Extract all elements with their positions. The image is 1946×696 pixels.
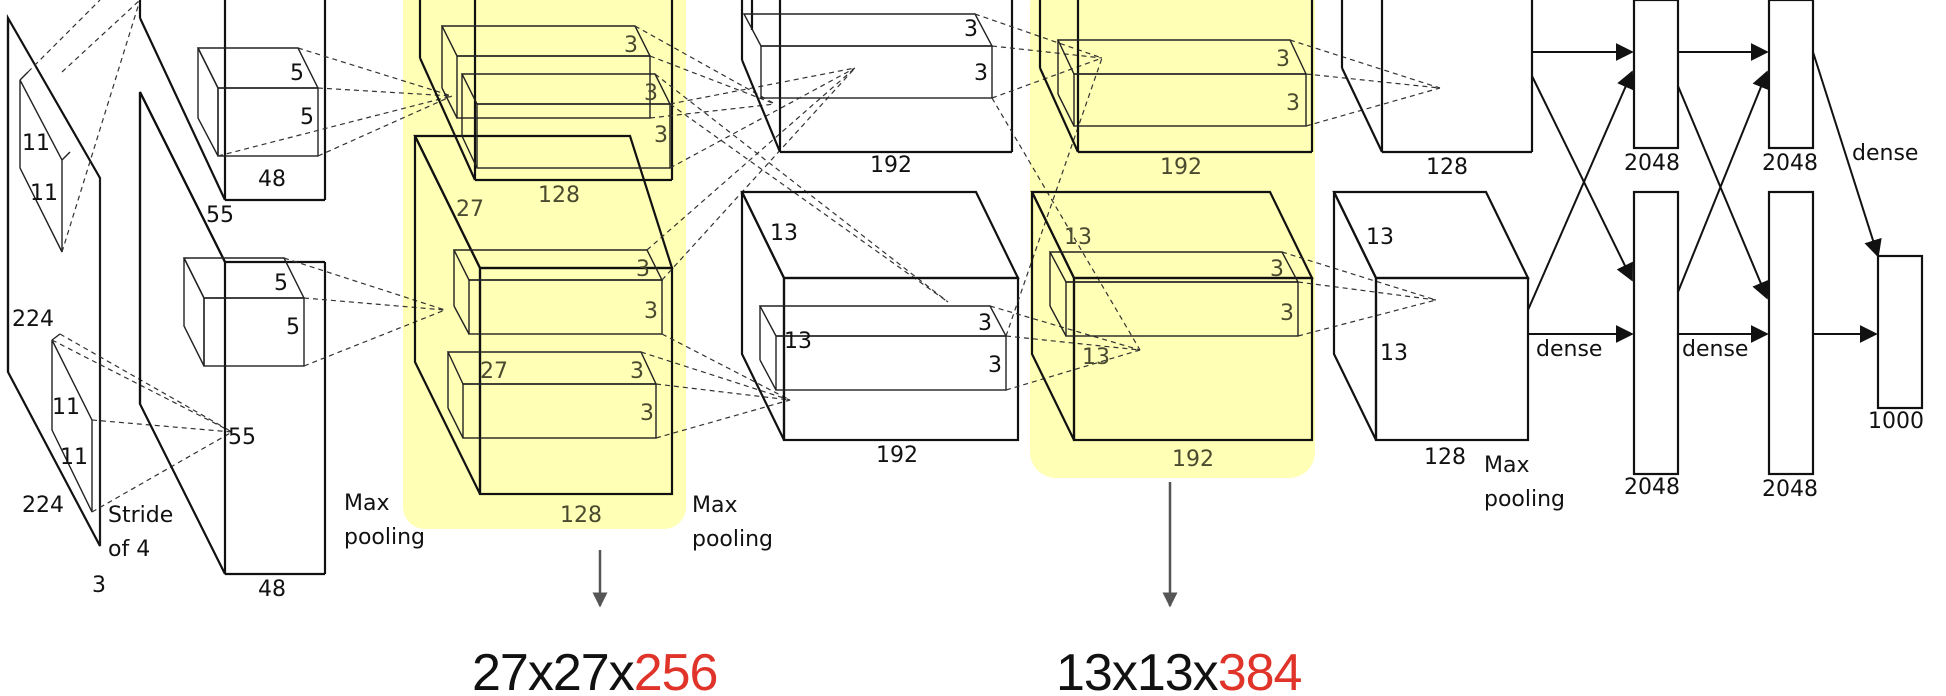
caption-right: 13x13x384 [1056,644,1302,696]
fc-layers [1632,0,1924,476]
label-k3-f: 3 [630,359,644,384]
label-dense-1: dense [1536,337,1602,362]
label-conv3-side: 13 [770,221,798,246]
label-conv3-depth-top: 192 [870,153,912,178]
label-pool1-line1: Max [344,491,389,516]
label-conv3-k-top-a: 3 [964,17,978,42]
label-k3-d: 3 [636,257,650,282]
conv1-projections [217,47,453,367]
conv5-volume [1332,0,1534,442]
label-fc6-top: 2048 [1624,151,1680,176]
label-conv3-k-bot-b: 3 [988,353,1002,378]
label-k2-top-w: 5 [300,105,314,130]
conv4-volume [1030,0,1314,442]
label-k2-bot-h: 5 [274,271,288,296]
label-conv5-side: 13 [1366,225,1394,250]
label-input-depth: 3 [92,573,106,598]
highlight-conv4 [1030,0,1315,478]
label-pool3-line2: pooling [1484,487,1565,512]
label-fc6-bottom: 2048 [1624,475,1680,500]
label-input-224-side: 224 [12,307,54,332]
label-k3-c: 3 [654,123,668,148]
conv2-volume [413,0,674,496]
conv4-projections [1281,39,1441,337]
label-conv4-k-top-a: 3 [1276,47,1290,72]
fc-arrows [1527,43,1882,343]
label-stride: Stride of 4 [108,503,180,562]
label-stride-line1: Stride [108,503,173,528]
label-pool1: Max pooling [344,491,425,550]
label-conv1-depth-bottom: 48 [258,577,286,602]
label-conv5-inner: 13 [1380,341,1408,366]
label-kernel1-w: 11 [30,181,58,206]
label-pool3: Max pooling [1484,453,1565,512]
label-conv3-inner: 13 [784,329,812,354]
label-kernel2-h: 11 [52,395,80,420]
conv3-volume [740,0,1020,442]
label-input-224-bottom: 224 [22,493,64,518]
label-k2-top-h: 5 [290,61,304,86]
label-dense-2: dense [1682,337,1748,362]
label-kernel2-w: 11 [60,445,88,470]
label-conv2-side: 27 [456,197,484,222]
label-fc7-top: 2048 [1762,151,1818,176]
label-k3-g: 3 [640,401,654,426]
caption-left-prefix: 27x27x [472,644,635,696]
label-pool3-line1: Max [1484,453,1529,478]
input-projections [27,0,233,513]
label-conv1-depth-top: 48 [258,167,286,192]
label-kernel1-h: 11 [22,131,50,156]
label-pool2-line1: Max [692,493,737,518]
label-conv4-side: 13 [1064,225,1092,250]
label-conv3-k-top-b: 3 [974,61,988,86]
dimension-labels: 224 224 3 11 11 11 11 Stride of 4 55 48 … [12,17,1924,602]
conv1-volume [138,0,327,576]
label-stride-line2: of 4 [108,537,150,562]
label-conv2-depth-top: 128 [538,183,580,208]
label-conv4-k-bot-b: 3 [1280,301,1294,326]
label-pool2-line2: pooling [692,527,773,552]
label-conv2-inner: 27 [480,359,508,384]
label-conv4-k-top-b: 3 [1286,91,1300,116]
conv2-projections [634,25,949,439]
label-conv4-depth-bottom: 192 [1172,447,1214,472]
label-k3-e: 3 [644,299,658,324]
caption-left-accent: 256 [634,644,718,696]
caption-left: 27x27x256 [472,644,717,696]
label-fc7-bottom: 2048 [1762,477,1818,502]
label-k3-a: 3 [624,33,638,58]
caption-right-prefix: 13x13x [1056,644,1219,696]
label-conv4-k-bot-a: 3 [1270,257,1284,282]
conv2-kernels [440,25,672,439]
label-conv3-depth-bottom: 192 [876,443,918,468]
label-conv5-depth-top: 128 [1426,155,1468,180]
label-k2-bot-w: 5 [286,315,300,340]
label-conv4-depth-top: 192 [1160,155,1202,180]
label-conv2-depth-bottom: 128 [560,503,602,528]
label-pool1-line2: pooling [344,525,425,550]
label-dense-3: dense [1852,141,1918,166]
caption-right-accent: 384 [1218,644,1302,696]
label-pool2: Max pooling [692,493,773,552]
input-volume [6,13,102,547]
label-conv3-k-bot-a: 3 [978,311,992,336]
label-conv5-depth-bottom: 128 [1424,445,1466,470]
label-conv1-point: 55 [228,425,256,450]
label-output: 1000 [1868,409,1924,434]
label-conv4-inner: 13 [1082,345,1110,370]
label-conv1-side: 55 [206,203,234,228]
highlight-conv2 [403,0,686,529]
label-k3-b: 3 [644,81,658,106]
